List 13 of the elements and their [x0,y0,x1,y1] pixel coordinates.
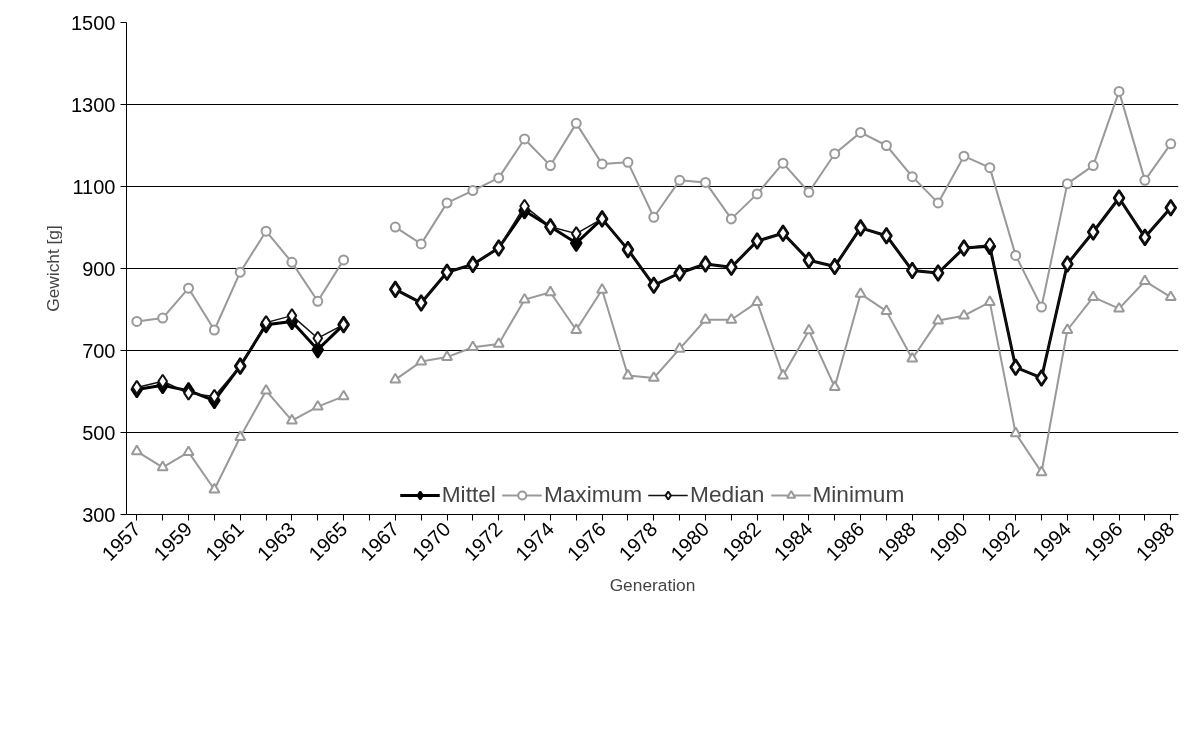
y-tick-label: 700 [82,339,116,362]
legend-label: Minimum [812,481,905,508]
y-tick-label: 1300 [71,93,116,116]
y-tick-label: 900 [82,257,116,280]
y-tick-label: 1500 [71,11,116,34]
x-axis-title: Generation [609,574,696,595]
y-axis-title: Gewicht [g] [43,225,64,312]
legend-label: Maximum [543,481,643,508]
y-tick-label: 1100 [72,175,116,198]
y-tick-label: 500 [82,421,116,444]
legend-label: Median [690,481,765,508]
legend-label: Mittel [441,481,496,508]
y-tick-label: 300 [82,503,116,526]
